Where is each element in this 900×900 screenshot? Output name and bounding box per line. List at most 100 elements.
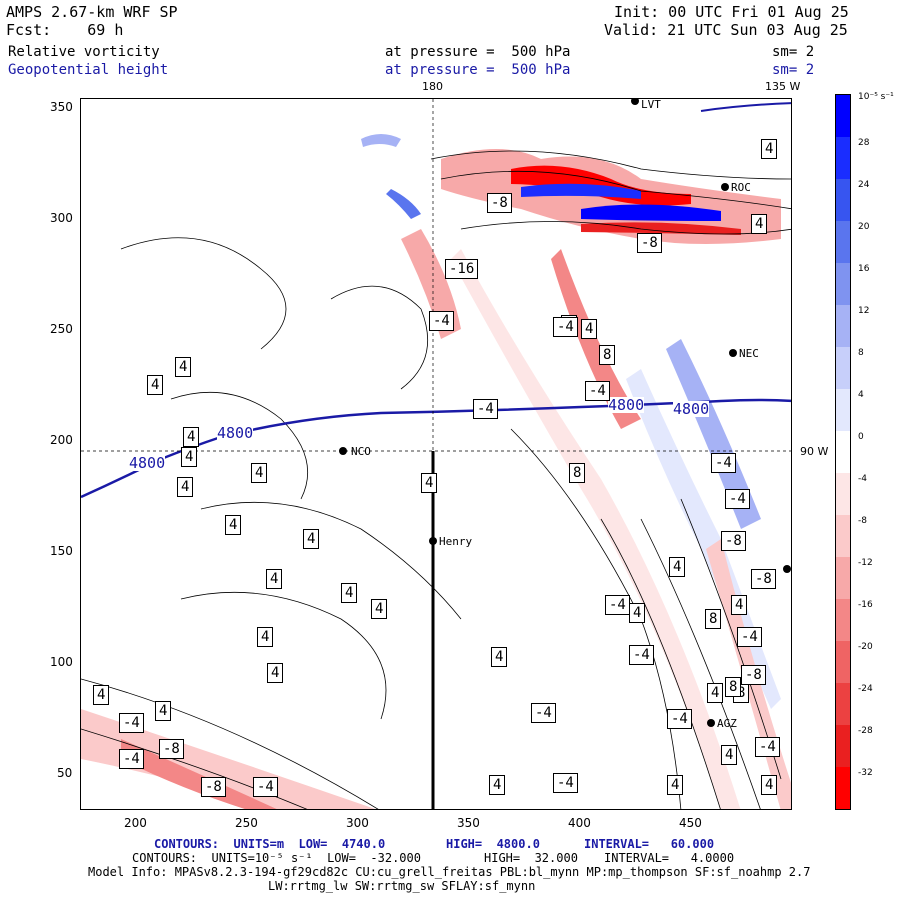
colorbar-tick-label: 28 (858, 138, 870, 148)
contour-info-height: CONTOURS: UNITS=m LOW= 4740.0 (154, 837, 386, 851)
colorbar-segment (836, 305, 850, 347)
height-contour-top (700, 102, 791, 112)
vorticity-contour-label: 4 (225, 515, 242, 535)
init-time: Init: 00 UTC Fri 01 Aug 25 (614, 3, 849, 21)
station-dot-agz (707, 719, 715, 727)
y-tick-label: 250 (50, 322, 73, 336)
colorbar-tick-label: -4 (858, 474, 867, 484)
station-label: LVT (641, 98, 661, 111)
colorbar-tick-label: 12 (858, 306, 870, 316)
vorticity-contour-label: 4 (371, 599, 388, 619)
station-label: NEC (739, 347, 759, 360)
station-label: AGZ (717, 717, 737, 730)
x-tick-label: 350 (457, 816, 480, 830)
y-tick-label: 100 (50, 655, 73, 669)
colorbar-unit: 10⁻⁵ s⁻¹ (858, 92, 894, 102)
colorbar-tick-label: 0 (858, 432, 864, 442)
station-dot-edge (783, 565, 791, 573)
station-dot-nco (339, 447, 347, 455)
vorticity-contour-label: -4 (711, 453, 736, 473)
station-label: Henry (439, 535, 473, 548)
colorbar (835, 94, 851, 810)
height-label: 4800 (217, 424, 254, 442)
vorticity-contour-label: -4 (429, 311, 454, 331)
colorbar-tick-label: -12 (858, 558, 873, 568)
colorbar-tick-label: -20 (858, 642, 873, 652)
lon-label-135w: 135 W (765, 80, 801, 93)
y-tick-label: 150 (50, 544, 73, 558)
vorticity-contour-label: 4 (175, 357, 192, 377)
y-tick-label: 300 (50, 211, 73, 225)
vorticity-contour-label: -4 (605, 595, 630, 615)
forecast-hour: Fcst: 69 h (6, 21, 124, 39)
vorticity-contour-label: 4 (421, 473, 438, 493)
contour-info-height-high: HIGH= 4800.0 (446, 837, 540, 851)
station-label: ROC (731, 181, 751, 194)
vorticity-contour-label: 4 (267, 663, 284, 683)
vorticity-contour-label: 4 (489, 775, 506, 795)
colorbar-tick-label: -16 (858, 600, 873, 610)
vorticity-contour-label: 4 (751, 214, 768, 234)
vorticity-shading (81, 134, 791, 809)
vorticity-contour-label: -4 (531, 703, 556, 723)
colorbar-tick-label: 8 (858, 348, 864, 358)
contour-info-vort-high: HIGH= 32.000 (484, 851, 578, 865)
vorticity-contour-label: -4 (725, 489, 750, 509)
colorbar-segment (836, 389, 850, 431)
colorbar-segment (836, 557, 850, 599)
field2-smoothing: sm= 2 (772, 62, 815, 78)
colorbar-segment (836, 221, 850, 263)
colorbar-segment (836, 137, 850, 179)
colorbar-tick-label: -32 (858, 768, 873, 778)
colorbar-segment (836, 599, 850, 641)
vorticity-contour-label: 4 (731, 595, 748, 615)
vorticity-contour-label: -4 (553, 317, 578, 337)
vorticity-contour-label: 4 (721, 745, 738, 765)
model-title: AMPS 2.67-km WRF SP (6, 3, 178, 21)
vorticity-contour-label: 4 (341, 583, 358, 603)
vorticity-contour-label: -4 (667, 709, 692, 729)
height-label: 4800 (129, 454, 166, 472)
vorticity-contour-label: -4 (473, 399, 498, 419)
vorticity-contour-label: -4 (119, 713, 144, 733)
vorticity-contour-label: 4 (491, 647, 508, 667)
station-dot-lvt (631, 99, 639, 105)
vorticity-contour-label: 4 (667, 775, 684, 795)
colorbar-segment (836, 431, 850, 473)
colorbar-segment (836, 347, 850, 389)
contour-info-vort: CONTOURS: UNITS=10⁻⁵ s⁻¹ LOW= -32.000 (132, 851, 421, 865)
vorticity-contours (81, 150, 791, 809)
x-tick-label: 450 (679, 816, 702, 830)
vorticity-contour-label: -4 (585, 381, 610, 401)
station-dot-roc (721, 183, 729, 191)
station-label: NCO (351, 445, 371, 458)
colorbar-segment (836, 95, 850, 137)
vorticity-contour-label: 4 (581, 319, 598, 339)
vorticity-contour-label: 4 (155, 701, 172, 721)
vorticity-contour-label: 8 (599, 345, 616, 365)
contour-info-vort-interval: INTERVAL= 4.0000 (604, 851, 735, 865)
vorticity-contour-label: 4 (177, 477, 194, 497)
vorticity-contour-label: -4 (253, 777, 278, 797)
field1-smoothing: sm= 2 (772, 44, 815, 60)
map-plot-area[interactable]: NCO Henry ROC NEC AGZ LVT 4800 4800 4800… (80, 98, 792, 810)
vorticity-contour-label: -16 (445, 259, 479, 279)
colorbar-segment (836, 767, 850, 809)
vorticity-contour-label: -8 (487, 193, 512, 213)
colorbar-tick-label: 4 (858, 390, 864, 400)
vorticity-contour-label: -8 (201, 777, 226, 797)
field1-name: Relative vorticity (8, 44, 160, 60)
vorticity-contour-label: 4 (183, 427, 200, 447)
colorbar-tick-label: -28 (858, 726, 873, 736)
vorticity-contour-label: 4 (761, 775, 778, 795)
colorbar-tick-label: 24 (858, 180, 870, 190)
colorbar-segment (836, 641, 850, 683)
vorticity-contour-label: 8 (569, 463, 586, 483)
colorbar-segment (836, 473, 850, 515)
vorticity-map (81, 99, 791, 809)
field1-level: at pressure = 500 hPa (385, 44, 571, 60)
model-info: Model Info: MPASv8.2.3-194-gf29cd82c CU:… (88, 865, 811, 879)
vorticity-contour-label: -8 (637, 233, 662, 253)
colorbar-tick-label: -8 (858, 516, 867, 526)
field2-name: Geopotential height (8, 62, 169, 78)
